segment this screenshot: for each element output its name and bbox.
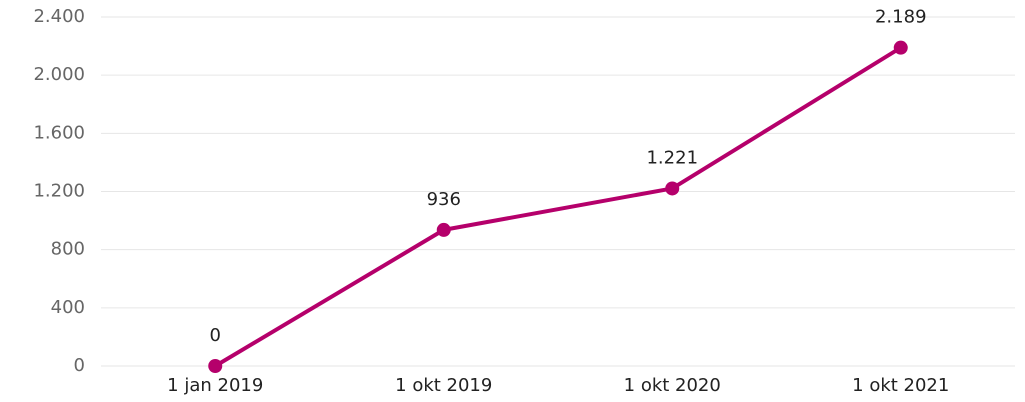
x-tick-label: 1 okt 2019 [395, 375, 492, 396]
y-tick-label: 1.600 [33, 122, 85, 143]
y-tick-label: 400 [51, 297, 85, 318]
x-tick-label: 1 okt 2020 [624, 375, 721, 396]
data-label: 0 [210, 325, 221, 346]
data-label: 2.189 [875, 7, 927, 28]
line [214, 45, 902, 368]
y-tick-label: 2.400 [33, 6, 85, 27]
point [893, 40, 908, 55]
point [436, 222, 451, 237]
point [208, 359, 223, 373]
data-label: 936 [427, 189, 461, 210]
y-tick-label: 0 [74, 355, 85, 376]
data-label: 1.221 [646, 147, 698, 168]
x-tick-label: 1 okt 2021 [852, 375, 949, 396]
y-tick-label: 800 [51, 239, 85, 260]
x-tick-label: 1 jan 2019 [167, 375, 263, 396]
y-tick-label: 2.000 [33, 64, 85, 85]
point [665, 181, 680, 196]
y-tick-label: 1.200 [33, 181, 85, 202]
